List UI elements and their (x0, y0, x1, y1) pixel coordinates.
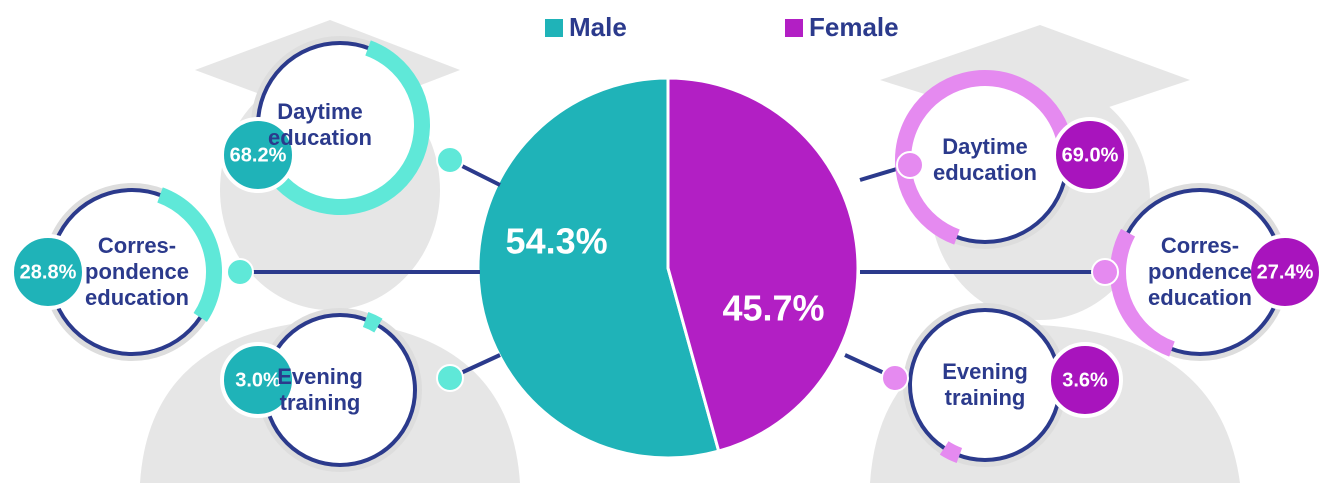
value-badge (220, 117, 296, 193)
gauge-arc (895, 70, 1075, 245)
legend-label: Female (809, 12, 899, 42)
value-label: 68.2% (230, 144, 287, 166)
value-badge (1247, 234, 1323, 310)
gauge-arc (939, 441, 963, 463)
category-box: Daytime education (933, 134, 1037, 185)
category-box: Evening training (942, 359, 1028, 410)
category-box: Corres-pondence education (1148, 233, 1252, 310)
legend-swatch (545, 19, 563, 37)
connector-dot (436, 364, 464, 392)
connector-dot (1091, 258, 1119, 286)
category-label: Evening training (942, 359, 1028, 410)
value-badge (10, 234, 86, 310)
category-box: Evening training (277, 364, 363, 415)
gauge-arc (362, 312, 383, 333)
value-label: 27.4% (1257, 261, 1314, 283)
connector-dot (436, 146, 464, 174)
connector-dot (226, 258, 254, 286)
category-box: Daytime education (268, 99, 372, 150)
pie-label: 45.7% (722, 288, 824, 329)
value-badge (1052, 117, 1128, 193)
value-badge (220, 342, 296, 418)
category-label: Corres-pondence education (1148, 233, 1252, 310)
gauge-arc (1110, 228, 1175, 357)
connector-dot (896, 151, 924, 179)
category-label: Daytime education (268, 99, 372, 150)
value-label: 28.8% (20, 261, 77, 283)
category-label: Corres-pondence education (85, 233, 189, 310)
category-label: Daytime education (933, 134, 1037, 185)
gauge-arc (157, 187, 222, 322)
pie-label: 54.3% (506, 220, 608, 261)
category-label: Evening training (277, 364, 363, 415)
category-box: Corres-pondence education (85, 233, 189, 310)
pie-slice (666, 76, 860, 453)
value-label: 3.6% (1062, 369, 1108, 391)
legend-swatch (785, 19, 803, 37)
legend-label: Male (569, 12, 627, 42)
value-label: 3.0% (235, 369, 281, 391)
connector-dot (881, 364, 909, 392)
value-badge (1047, 342, 1123, 418)
value-label: 69.0% (1062, 144, 1119, 166)
pie-slice (476, 76, 721, 460)
